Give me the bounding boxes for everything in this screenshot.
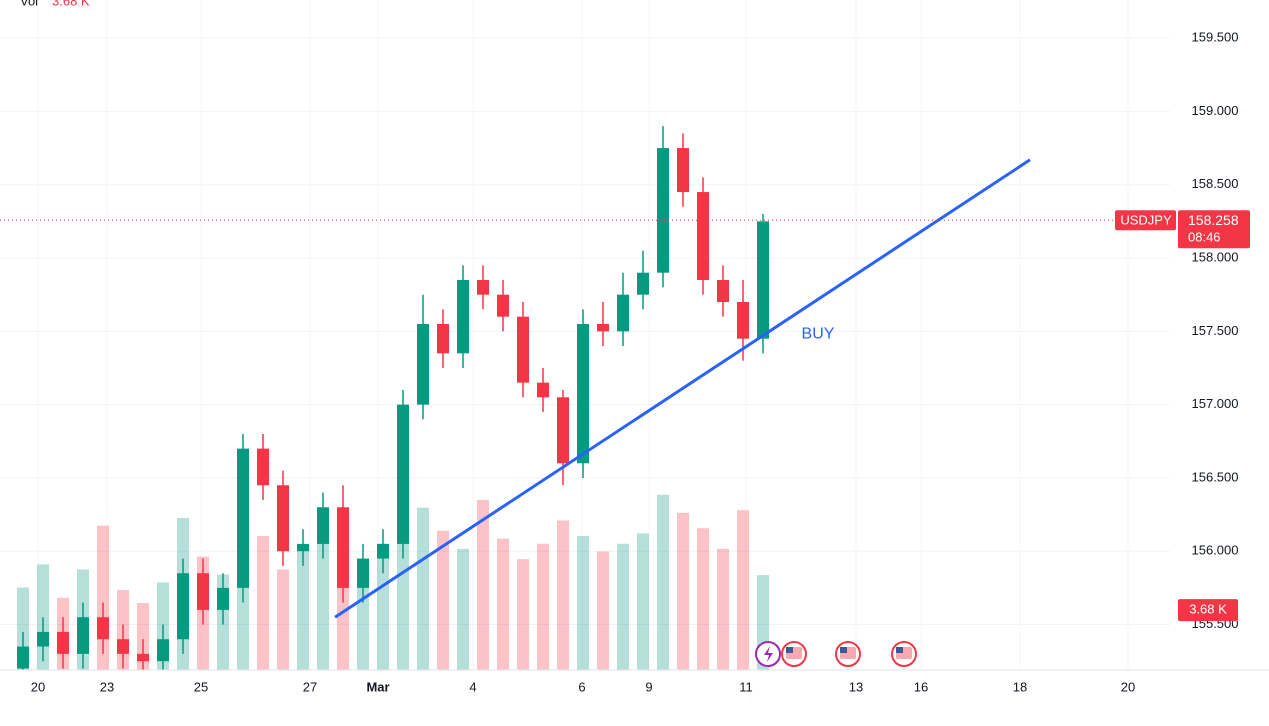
- x-tick-label: 16: [914, 679, 928, 694]
- volume-bar: [557, 520, 569, 670]
- x-tick-label: 11: [739, 679, 753, 694]
- x-tick-label: 6: [578, 679, 585, 694]
- volume-bar: [637, 533, 649, 670]
- event-icons[interactable]: [755, 641, 917, 667]
- candle-body: [557, 397, 569, 464]
- volume-bar: [437, 530, 449, 670]
- volume-bar: [397, 523, 409, 670]
- candle-body: [117, 639, 129, 654]
- y-tick-label: 159.500: [1192, 30, 1239, 45]
- x-tick-label: Mar: [366, 679, 389, 694]
- x-tick-label: 20: [1121, 679, 1135, 694]
- candle-body: [477, 280, 489, 295]
- volume-bar: [577, 536, 589, 670]
- volume-bar: [737, 510, 749, 670]
- volume-last-label: 3.68 K: [1189, 602, 1227, 617]
- x-tick-label: 18: [1013, 679, 1027, 694]
- candle-body: [237, 448, 249, 588]
- countdown: 08:46: [1188, 230, 1221, 245]
- candle-body: [377, 543, 389, 559]
- candle-body: [277, 485, 289, 552]
- y-tick-label: 158.500: [1192, 176, 1239, 191]
- candle-body: [577, 324, 589, 464]
- price-tag: [1178, 210, 1250, 249]
- x-tick-label: 9: [645, 679, 652, 694]
- volume-bar: [497, 538, 509, 670]
- volume-bar: [537, 543, 549, 670]
- candle-body: [357, 558, 369, 588]
- x-tick-label: 4: [469, 679, 476, 694]
- y-tick-label: 157.500: [1192, 323, 1239, 338]
- candle-body: [137, 653, 149, 662]
- candle-body: [217, 587, 229, 610]
- volume-bar: [677, 512, 689, 670]
- candle-body: [37, 631, 49, 647]
- volume-bar: [477, 499, 489, 670]
- candle-body: [737, 302, 749, 339]
- candle-body: [717, 280, 729, 303]
- candle-body: [537, 382, 549, 398]
- candle-body: [657, 148, 669, 273]
- y-tick-label: 156.000: [1192, 543, 1239, 558]
- x-tick-label: 25: [194, 679, 208, 694]
- volume-bar: [517, 559, 529, 670]
- candle-body: [497, 294, 509, 317]
- x-tick-label: 13: [849, 679, 863, 694]
- candle-body: [757, 221, 769, 339]
- candle-body: [437, 324, 449, 354]
- volume-bar: [597, 551, 609, 670]
- candle-body: [517, 316, 529, 383]
- volume-bar: [417, 507, 429, 670]
- trend-line: [334, 158, 1031, 619]
- candle-body: [77, 617, 89, 654]
- volume-bar: [257, 536, 269, 670]
- candle-body: [617, 294, 629, 332]
- candle-body: [17, 646, 29, 669]
- candle-body: [637, 272, 649, 295]
- candle-body: [417, 324, 429, 405]
- candle-body: [677, 148, 689, 193]
- y-tick-label: 158.000: [1192, 249, 1239, 264]
- volume-bar: [137, 603, 149, 670]
- x-tick-label: 20: [31, 679, 45, 694]
- symbol-tag: [1115, 210, 1176, 231]
- x-tick-label: 23: [100, 679, 114, 694]
- candle-body: [337, 507, 349, 588]
- volume-bar: [617, 543, 629, 670]
- y-tick-label: 157.000: [1192, 396, 1239, 411]
- symbol-label: USDJPY: [1120, 213, 1172, 228]
- volume-bar: [457, 548, 469, 670]
- price-pane: [17, 126, 769, 670]
- candle-body: [57, 631, 69, 654]
- volume-pane: [17, 494, 769, 670]
- candle-body: [197, 573, 209, 610]
- candle-body: [177, 573, 189, 640]
- candle-body: [457, 280, 469, 354]
- y-tick-label: 156.500: [1192, 469, 1239, 484]
- volume-bar: [337, 561, 349, 670]
- volume-bar: [657, 494, 669, 670]
- volume-tag: [1178, 599, 1238, 622]
- candle-body: [157, 639, 169, 662]
- candle-body: [97, 617, 109, 640]
- x-tick-label: 27: [303, 679, 317, 694]
- volume-bar: [277, 569, 289, 670]
- candle-body: [397, 404, 409, 544]
- candle-body: [597, 324, 609, 332]
- candle-body: [697, 192, 709, 281]
- legend-value: 3.68 K: [52, 0, 90, 8]
- annotation: BUY: [802, 325, 835, 342]
- volume-bar: [377, 543, 389, 670]
- volume-bar: [297, 551, 309, 670]
- candle-body: [297, 543, 309, 552]
- legend-label: Vol: [20, 0, 38, 8]
- volume-bar: [717, 548, 729, 670]
- volume-bar: [317, 538, 329, 670]
- volume-bar: [697, 528, 709, 670]
- candle-body: [317, 507, 329, 544]
- y-tick-label: 159.000: [1192, 103, 1239, 118]
- candle-body: [257, 448, 269, 486]
- last-price-label: 158.258: [1188, 212, 1239, 228]
